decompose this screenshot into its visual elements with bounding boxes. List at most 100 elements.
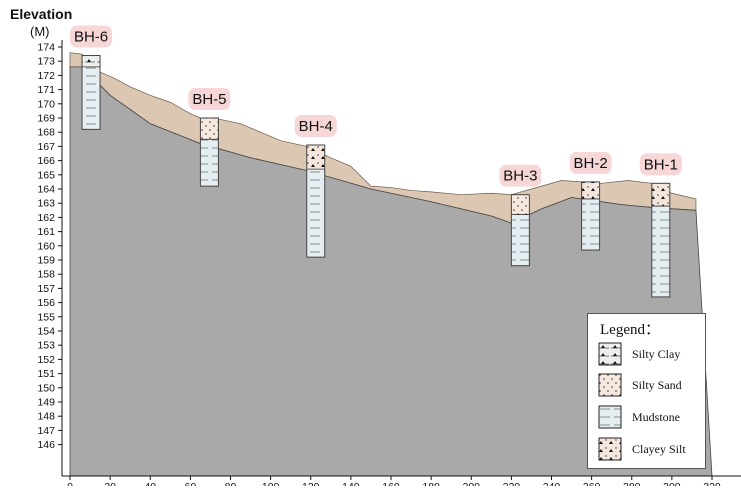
borehole-label: BH-3 <box>503 168 537 185</box>
borehole-bh-2: BH-2 <box>569 151 612 251</box>
y-tick-label: 149 <box>37 397 55 409</box>
x-tick-label: 220 <box>503 481 521 486</box>
x-tick-label: 160 <box>382 481 400 486</box>
silty-sand-swatch <box>598 373 622 397</box>
silty-clay-swatch <box>598 342 622 366</box>
legend-label: Mudstone <box>632 410 680 424</box>
y-tick-label: 147 <box>37 425 55 437</box>
x-tick-label: 140 <box>342 481 360 486</box>
borehole-outline <box>581 181 601 251</box>
borehole-bh-3: BH-3 <box>499 164 542 267</box>
y-tick-label: 165 <box>37 169 55 181</box>
borehole-label: BH-4 <box>299 118 333 135</box>
borehole-upper-layer <box>306 144 325 170</box>
borehole-tag <box>294 114 337 137</box>
x-tick-label: 100 <box>262 481 280 486</box>
y-tick-label: 158 <box>37 269 55 281</box>
mudstone-swatch <box>598 405 622 429</box>
y-tick-label: 162 <box>37 212 55 224</box>
legend-item-clayey-silt: Clayey Silt <box>598 437 698 461</box>
x-tick-label: 260 <box>583 481 601 486</box>
legend-item-mudstone: Mudstone <box>598 405 698 429</box>
x-tick-label: 280 <box>623 481 641 486</box>
borehole-upper-layer <box>511 194 530 215</box>
x-tick-label: 200 <box>462 481 480 486</box>
y-tick-label: 174 <box>37 42 55 54</box>
borehole-label: BH-6 <box>74 29 108 46</box>
y-tick-label: 148 <box>37 411 55 423</box>
y-tick-label: 172 <box>37 70 55 82</box>
y-axis-label: Elevation <box>10 6 73 22</box>
borehole-outline <box>510 194 530 267</box>
y-tick-label: 153 <box>37 340 55 352</box>
y-tick-label: 157 <box>37 283 55 295</box>
legend: Legend： Silty Clay Silty Sand Mudstone C… <box>587 313 706 469</box>
borehole-tag <box>70 25 113 48</box>
soil-layers <box>69 52 713 477</box>
borehole-label: BH-5 <box>192 91 226 108</box>
x-tick-label: 240 <box>543 481 561 486</box>
borehole-bh-4: BH-4 <box>294 114 337 258</box>
y-tick-label: 169 <box>37 113 55 125</box>
borehole-outline <box>306 144 326 258</box>
borehole-tag <box>499 164 542 187</box>
borehole-upper-layer <box>200 118 219 140</box>
borehole-mudstone <box>200 139 219 187</box>
y-tick-label: 160 <box>37 240 55 252</box>
y-tick-label: 161 <box>37 226 55 238</box>
y-tick-label: 155 <box>37 311 55 323</box>
borehole-mudstone <box>581 198 600 251</box>
x-tick-label: 60 <box>185 481 197 486</box>
x-tick-label: 180 <box>422 481 440 486</box>
y-tick-label: 171 <box>37 84 55 96</box>
x-tick-label: 300 <box>663 481 681 486</box>
borehole-outline <box>199 117 219 187</box>
borehole-bh-6: BH-6 <box>70 25 113 130</box>
borehole-mudstone <box>511 214 530 266</box>
borehole-outline <box>651 182 671 298</box>
borehole-tag <box>569 151 612 174</box>
borehole-mudstone <box>651 206 670 297</box>
x-tick-label: 20 <box>104 481 116 486</box>
y-tick-label: 156 <box>37 297 55 309</box>
x-tick-label: 320 <box>703 481 721 486</box>
clayey-silt-swatch <box>598 437 622 461</box>
y-tick-label: 170 <box>37 98 55 110</box>
borehole-upper-layer <box>82 55 101 67</box>
borehole-mudstone <box>306 169 325 258</box>
borehole-bh-5: BH-5 <box>188 88 231 187</box>
y-tick-label: 166 <box>37 155 55 167</box>
y-tick-label: 150 <box>37 382 55 394</box>
y-axis-unit: (M) <box>30 24 50 39</box>
y-tick-label: 164 <box>37 184 55 196</box>
x-tick-label: 0 <box>67 481 73 486</box>
legend-item-silty-sand: Silty Sand <box>598 373 698 397</box>
borehole-label: BH-1 <box>644 156 678 173</box>
y-tick-label: 151 <box>37 368 55 380</box>
borehole-outline <box>81 55 101 130</box>
y-tick-label: 173 <box>37 56 55 68</box>
x-tick-label: 40 <box>144 481 156 486</box>
x-tick-label: 80 <box>225 481 237 486</box>
borehole-label: BH-2 <box>574 155 608 172</box>
bedrock-layer <box>69 66 713 477</box>
y-tick-label: 154 <box>37 326 55 338</box>
y-tick-label: 152 <box>37 354 55 366</box>
borehole-logs: BH-6 BH-5 BH-4 BH-3 BH-2 BH-1 <box>70 25 682 298</box>
borehole-bh-1: BH-1 <box>639 153 682 298</box>
y-tick-label: 159 <box>37 255 55 267</box>
borehole-tag <box>188 88 231 110</box>
legend-label: Silty Sand <box>632 378 682 392</box>
x-tick-label: 120 <box>302 481 320 486</box>
y-tick-label: 168 <box>37 127 55 139</box>
y-tick-label: 163 <box>37 198 55 210</box>
legend-label: Clayey Silt <box>632 442 686 456</box>
borehole-upper-layer <box>651 183 670 207</box>
legend-label: Silty Clay <box>632 347 681 361</box>
borehole-tag <box>639 153 682 176</box>
borehole-upper-layer <box>581 181 600 199</box>
borehole-mudstone <box>82 66 101 130</box>
legend-item-silty-clay: Silty Clay <box>598 342 698 366</box>
